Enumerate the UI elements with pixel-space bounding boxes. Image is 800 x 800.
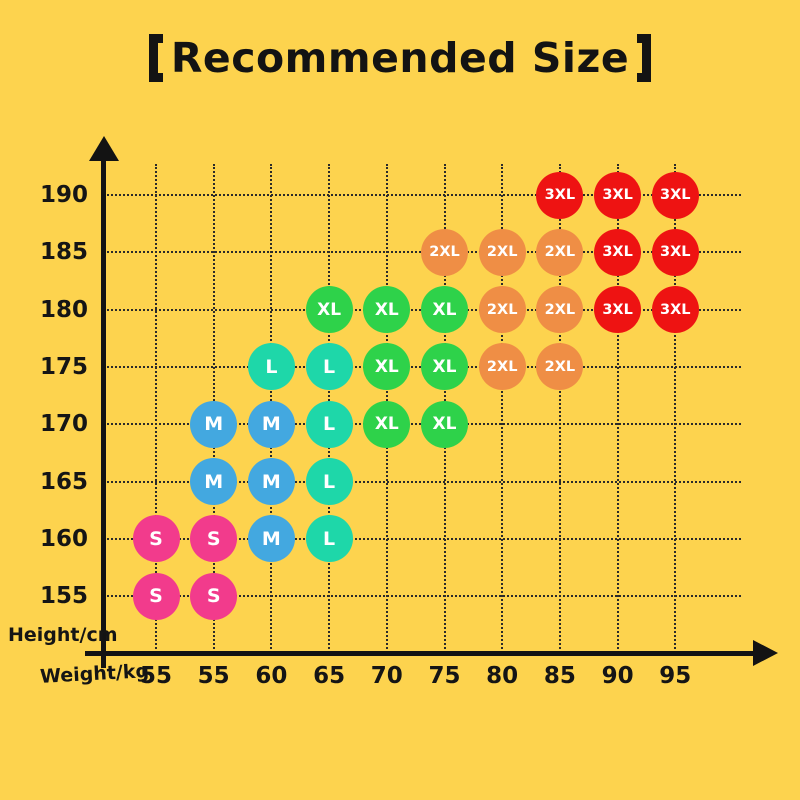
y-tick-label: 170 <box>39 411 88 438</box>
size-bubble-2XL: 2XL <box>536 228 584 276</box>
y-tick-label: 175 <box>39 353 88 380</box>
size-bubble-M: M <box>247 515 295 563</box>
page-title: Recommended Size <box>0 34 800 82</box>
y-axis-title: Height/cm <box>8 624 118 646</box>
x-tick-label: 65 <box>313 663 346 689</box>
y-tick-label: 160 <box>39 525 88 552</box>
size-bubble-L: L <box>247 343 295 391</box>
title-bracket-right-icon <box>637 34 652 82</box>
size-bubble-2XL: 2XL <box>478 343 526 391</box>
size-bubble-3XL: 3XL <box>594 286 642 334</box>
y-tick-label: 190 <box>39 182 88 208</box>
x-tick-label: 80 <box>486 663 519 689</box>
size-bubble-XL: XL <box>421 343 468 391</box>
size-bubble-S: S <box>132 572 180 620</box>
y-tick-label: 155 <box>39 583 88 610</box>
size-bubble-3XL: 3XL <box>651 171 699 219</box>
size-bubble-XL: XL <box>363 400 411 448</box>
x-tick-label: 85 <box>543 663 576 689</box>
size-bubble-XL: XL <box>421 286 468 334</box>
size-bubble-S: S <box>190 572 238 620</box>
size-bubble-XL: XL <box>363 343 411 391</box>
size-bubble-3XL: 3XL <box>651 286 699 334</box>
x-tick-label: 95 <box>659 663 692 689</box>
y-axis-arrow-icon <box>89 136 119 161</box>
size-bubble-3XL: 3XL <box>594 171 642 219</box>
size-bubble-3XL: 3XL <box>536 171 584 219</box>
size-bubble-2XL: 2XL <box>421 228 468 276</box>
grid-line-horizontal <box>104 194 741 196</box>
title-bracket-left-icon <box>148 34 163 82</box>
y-tick-label: 180 <box>39 296 88 323</box>
x-axis-line <box>85 651 755 656</box>
y-tick-label: 185 <box>39 239 88 266</box>
size-bubble-L: L <box>305 343 353 391</box>
grid-line-horizontal <box>104 595 741 598</box>
grid-line-horizontal <box>104 480 741 483</box>
x-tick-label: 55 <box>197 663 230 689</box>
size-bubble-M: M <box>190 458 238 505</box>
x-axis-arrow-icon <box>753 640 778 666</box>
size-bubble-XL: XL <box>421 400 468 448</box>
grid-line-vertical <box>501 164 504 653</box>
x-tick-label: 70 <box>370 663 403 689</box>
x-tick-label: 75 <box>428 663 461 689</box>
page-title-text: Recommended Size <box>170 34 630 82</box>
size-bubble-XL: XL <box>305 286 353 334</box>
grid-line-vertical <box>558 164 561 653</box>
size-bubble-2XL: 2XL <box>478 228 526 276</box>
size-bubble-2XL: 2XL <box>478 286 526 334</box>
size-bubble-M: M <box>190 400 238 448</box>
x-tick-label: 90 <box>601 663 634 689</box>
size-bubble-3XL: 3XL <box>651 228 699 276</box>
grid-line-vertical <box>674 164 677 653</box>
grid-line-horizontal <box>104 537 741 540</box>
size-bubble-L: L <box>305 515 353 563</box>
grid-line-vertical <box>616 164 619 653</box>
x-tick-label: 55 <box>139 663 172 689</box>
x-tick-label: 60 <box>255 663 288 689</box>
size-bubble-2XL: 2XL <box>536 286 584 334</box>
size-bubble-2XL: 2XL <box>536 343 584 391</box>
size-bubble-3XL: 3XL <box>594 228 642 276</box>
size-bubble-XL: XL <box>363 286 411 334</box>
y-axis-line <box>101 150 106 668</box>
size-bubble-S: S <box>190 515 238 563</box>
size-bubble-M: M <box>247 458 295 505</box>
y-tick-label: 165 <box>39 468 88 495</box>
grid-line-vertical <box>155 164 157 653</box>
size-bubble-S: S <box>132 515 180 563</box>
size-bubble-M: M <box>247 400 295 448</box>
size-bubble-L: L <box>305 458 353 505</box>
size-bubble-L: L <box>305 400 353 448</box>
